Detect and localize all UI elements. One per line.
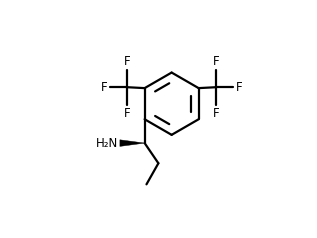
Text: F: F — [124, 55, 131, 68]
Text: H₂N: H₂N — [95, 137, 118, 150]
Text: F: F — [236, 81, 242, 94]
Text: F: F — [213, 107, 219, 120]
Polygon shape — [120, 140, 145, 146]
Text: F: F — [124, 107, 131, 120]
Text: F: F — [213, 55, 219, 68]
Text: F: F — [101, 81, 108, 94]
